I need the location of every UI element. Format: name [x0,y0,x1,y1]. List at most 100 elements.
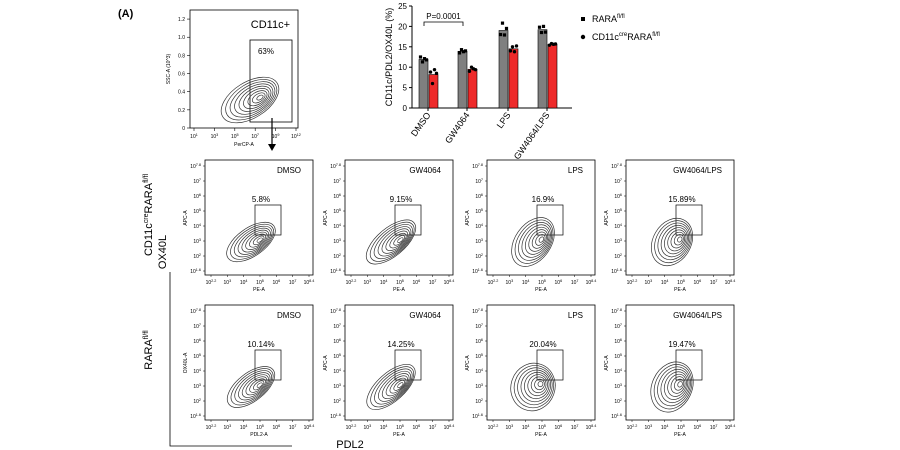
flow-plot-frame [344,304,454,421]
contour-ring [657,222,691,261]
flow-gate-percent: 5.8% [252,195,270,204]
flow-plot: GW4064 9.15% 101.6 102 103 104 105 106 107 107.8 1… [323,159,454,293]
flow-gate [394,349,422,381]
contour-ring [667,373,687,397]
contour-ring [256,382,263,388]
bar-ytick-label: 25 [398,2,407,11]
contour-ring [238,85,272,112]
flow-xtick-label: 108.4 [725,279,736,286]
contour-ring [373,224,413,260]
flow-ytick-label: 102 [333,253,341,260]
flow-ytick-label: 103 [475,238,483,245]
flow-xtick-label: 104 [522,279,530,286]
flow-ytick-label: 106 [614,338,622,345]
contour-ring [670,231,686,249]
flow-xtick-label: 102.2 [206,424,217,431]
contour-ring [249,378,266,393]
flow-xtick-label: 102.2 [488,279,499,286]
bar [508,48,519,109]
contour-ring [229,81,276,118]
flow-xtick-label: 104 [240,424,248,431]
contour-ring [251,92,266,104]
gating-title: CD11c+ [251,19,290,31]
flow-gate-percent: 19.47% [668,340,695,349]
contour-ring [365,219,417,265]
flow-xtick-label: 105 [538,279,546,286]
flow-xtick-label: 105 [677,279,685,286]
flow-gate [254,204,282,236]
contour-ring [677,381,683,388]
gating-ytick-label: 0.2 [178,108,185,114]
contour-group [220,76,280,124]
flow-xtick-label: 105 [396,424,404,431]
gating-xtick-label: 105 [231,133,239,140]
flow-xtick-label: 102.2 [627,279,638,286]
flow-ytick-label: 107 [333,323,341,330]
gating-ytick-label: 0 [182,126,185,132]
pvalue-annotation: P=0.0001 [426,12,461,21]
flow-ytick-label: 101.6 [190,413,201,420]
contour-ring [230,368,274,406]
flow-xtick-label: 103 [364,279,372,286]
bar-ytick-label: 5 [403,84,408,93]
flow-plots-grid: DMSO 5.8% 101.6 102 103 104 105 106 107 107.8 102.… [183,159,736,438]
flow-plot-treatment: GW4064 [409,311,441,320]
bar [428,74,439,109]
contour-ring [247,90,268,107]
contour-ring [253,380,265,391]
flow-plot-frame [204,159,314,276]
flow-xtick-label: 108.4 [586,424,597,431]
data-point [459,48,464,52]
flow-ytick-label: 105 [475,353,483,360]
contour-ring [245,376,268,396]
flow-ytick-label: 102 [614,253,622,260]
flow-plot-frame [486,304,596,421]
flow-xtick-label: 107 [571,279,579,286]
x-axis-label-pdl2: PDL2 [336,439,364,450]
flow-plot-treatment: GW4064 [409,166,441,175]
gating-gate [249,39,293,123]
flow-plot-treatment: LPS [568,311,583,320]
flow-xtick-label: 102.2 [346,424,357,431]
flow-xtick-label: 106 [413,279,421,286]
flow-plot: GW4064/LPS 15.89% 101.6 102 103 104 105 106 107 1… [604,159,736,293]
data-point [541,24,546,28]
flow-ytick-label: 104 [193,368,201,375]
flow-gate [536,349,564,381]
contour-group [226,221,276,263]
flow-ytick-label: 106 [475,338,483,345]
flow-xtick-label: 104 [380,279,388,286]
flow-ytick-label: 107.8 [472,308,483,315]
contour-ring [537,381,544,388]
bar-ytick-label: 15 [398,43,407,52]
data-point [463,49,468,53]
contour-ring [381,373,410,399]
flow-xtick-label: 103 [645,279,653,286]
flow-plot: DMSO 5.8% 101.6 102 103 104 105 106 107 107.8 102.… [183,159,314,293]
flow-xtick-label: 106 [273,279,281,286]
flow-ytick-label: 107 [614,178,622,185]
flow-ylabel: APC-A [183,210,189,226]
flow-ytick-label: 107.8 [472,163,483,170]
contour-ring [241,374,269,398]
flow-xlabel: PE-A [393,432,405,438]
flow-xtick-label: 108.4 [725,424,736,431]
flow-ytick-label: 101.6 [611,413,622,420]
bar-legend: RARAfl/fl CD11ccreRARAfl/fl [580,14,660,42]
flow-xlabel: PE-A [674,432,686,438]
flow-ytick-label: 105 [333,208,341,215]
flow-ytick-label: 102 [614,398,622,405]
contour-ring [520,369,551,403]
contour-ring [249,233,266,248]
data-point [434,71,439,76]
flow-ytick-label: 107.8 [330,163,341,170]
flow-ytick-label: 107 [614,323,622,330]
flow-ytick-label: 101.6 [330,268,341,275]
flow-xtick-label: 108.4 [444,424,455,431]
contour-ring [397,382,404,388]
bar [537,29,548,109]
contour-ring [374,368,413,405]
data-point [430,81,435,86]
flow-xtick-label: 105 [256,424,264,431]
